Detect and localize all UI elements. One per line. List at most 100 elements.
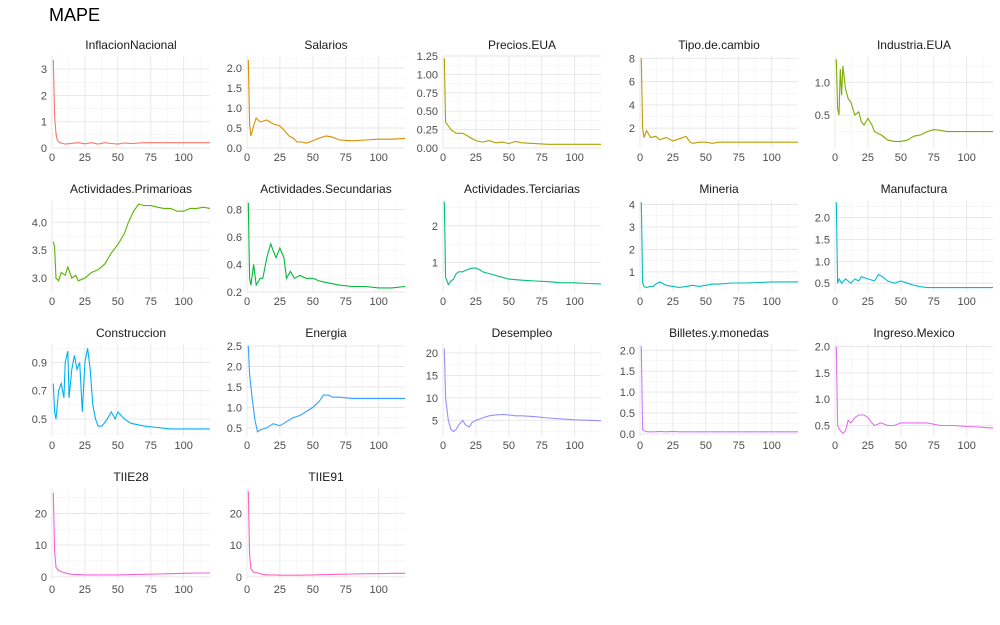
y-tick-label: 0.5 — [815, 110, 830, 122]
facet-title: Tipo.de.cambio — [678, 38, 760, 52]
y-tick-label: 0.5 — [815, 278, 830, 290]
x-tick-label: 50 — [503, 152, 515, 164]
x-tick-label: 50 — [307, 440, 319, 452]
x-tick-label: 0 — [244, 440, 250, 452]
x-tick-label: 75 — [536, 296, 548, 308]
y-tick-label: 1.5 — [227, 83, 242, 95]
y-tick-label: 2.0 — [815, 342, 830, 354]
x-tick-label: 0 — [49, 440, 55, 452]
x-tick-label: 75 — [145, 152, 157, 164]
x-tick-label: 0 — [832, 296, 838, 308]
y-tick-label: 0.5 — [815, 420, 830, 432]
x-tick-label: 50 — [700, 440, 712, 452]
x-tick-label: 25 — [274, 152, 286, 164]
x-tick-label: 50 — [112, 584, 124, 596]
x-tick-label: 50 — [503, 296, 515, 308]
y-tick-label: 0.2 — [227, 287, 242, 299]
x-tick-label: 0 — [440, 440, 446, 452]
x-tick-label: 0 — [637, 296, 643, 308]
y-tick-label: 1.5 — [227, 382, 242, 394]
x-tick-label: 100 — [174, 584, 192, 596]
facet-panel-Actividades.Secundarias: 0 25 50 75 100 0.2 0.4 0.6 0.8 Actividades.Secund… — [227, 182, 406, 308]
y-tick-label: 0.0 — [227, 143, 242, 155]
y-tick-label: 0.25 — [417, 125, 438, 137]
x-tick-label: 25 — [470, 296, 482, 308]
y-tick-label: 8 — [629, 53, 635, 65]
x-tick-label: 75 — [340, 440, 352, 452]
y-tick-label: 2.0 — [620, 345, 635, 357]
facet-panel-TIIE28: 0 25 50 75 100 0 10 20 TIIE28 — [35, 470, 210, 596]
facet-panel-InflacionNacional: 0 25 50 75 100 0 1 2 3 InflacionNacional — [41, 38, 210, 164]
facet-title: Precios.EUA — [488, 38, 556, 52]
y-tick-label: 0.6 — [227, 232, 242, 244]
y-tick-label: 3 — [629, 222, 635, 234]
x-tick-label: 25 — [79, 296, 91, 308]
x-tick-label: 0 — [49, 584, 55, 596]
facet-title: Actividades.Terciarias — [464, 182, 580, 196]
series-line-InflacionNacional — [52, 59, 210, 145]
y-tick-label: 4 — [629, 199, 635, 211]
y-tick-label: 1.5 — [815, 234, 830, 246]
y-tick-label: 2 — [432, 221, 438, 233]
y-tick-label: 1.5 — [815, 368, 830, 380]
x-tick-label: 75 — [145, 440, 157, 452]
x-tick-label: 100 — [369, 152, 387, 164]
x-tick-label: 25 — [274, 296, 286, 308]
x-tick-label: 100 — [565, 152, 583, 164]
x-tick-label: 25 — [274, 584, 286, 596]
y-tick-label: 2.0 — [227, 63, 242, 75]
x-tick-label: 75 — [536, 440, 548, 452]
x-tick-label: 75 — [340, 296, 352, 308]
y-tick-label: 2 — [629, 244, 635, 256]
x-tick-label: 50 — [895, 152, 907, 164]
y-tick-label: 0.50 — [417, 106, 438, 118]
x-tick-label: 50 — [700, 152, 712, 164]
x-tick-label: 0 — [440, 152, 446, 164]
facet-title: InflacionNacional — [85, 38, 176, 52]
y-tick-label: 3 — [41, 64, 47, 76]
x-tick-label: 100 — [957, 152, 975, 164]
facet-title: Actividades.Secundarias — [260, 182, 391, 196]
x-tick-label: 100 — [762, 296, 780, 308]
x-tick-label: 0 — [244, 584, 250, 596]
facet-title: Actividades.Primarioas — [70, 182, 192, 196]
series-line-Manufactura — [835, 202, 993, 289]
series-line-Precios.EUA — [443, 58, 601, 145]
facet-panel-Desempleo: 0 25 50 75 100 5 10 15 20 Desempleo — [426, 326, 602, 452]
facet-panel-Billetes.y.monedas: 0 25 50 75 100 0.0 0.5 1.0 1.5 2.0 Billetes.y.mone… — [620, 326, 798, 452]
series-line-Actividades.Primarioas — [52, 203, 211, 282]
y-tick-label: 3.0 — [32, 273, 47, 285]
x-tick-label: 0 — [49, 296, 55, 308]
x-tick-label: 50 — [307, 296, 319, 308]
series-line-Energia — [247, 345, 405, 433]
y-tick-label: 5 — [432, 415, 438, 427]
x-tick-label: 75 — [928, 296, 940, 308]
y-tick-label: 0 — [41, 572, 47, 584]
y-tick-label: 1.0 — [815, 256, 830, 268]
series-line-Actividades.Secundarias — [247, 202, 406, 289]
facet-panel-Manufactura: 0 25 50 75 100 0.5 1.0 1.5 2.0 Manufactura — [815, 182, 993, 308]
x-tick-label: 25 — [862, 440, 874, 452]
y-tick-label: 0.5 — [227, 123, 242, 135]
x-tick-label: 100 — [369, 584, 387, 596]
y-tick-label: 0 — [236, 572, 242, 584]
y-tick-label: 0.5 — [32, 414, 47, 426]
x-tick-label: 50 — [503, 440, 515, 452]
y-tick-label: 0 — [41, 143, 47, 155]
x-tick-label: 0 — [49, 152, 55, 164]
series-line-Billetes.y.monedas — [640, 346, 798, 433]
y-tick-label: 1 — [432, 258, 438, 270]
x-tick-label: 50 — [700, 296, 712, 308]
y-tick-label: 0.4 — [227, 260, 242, 272]
facet-panel-Salarios: 0 25 50 75 100 0.0 0.5 1.0 1.5 2.0 Salarios — [227, 38, 406, 164]
y-tick-label: 1 — [41, 117, 47, 129]
y-tick-label: 0.7 — [32, 386, 47, 398]
series-line-Actividades.Terciarias — [443, 201, 602, 286]
x-tick-label: 50 — [895, 296, 907, 308]
x-tick-label: 0 — [244, 296, 250, 308]
x-tick-label: 75 — [145, 296, 157, 308]
x-tick-label: 100 — [762, 440, 780, 452]
x-tick-label: 25 — [79, 152, 91, 164]
y-tick-label: 1 — [629, 267, 635, 279]
